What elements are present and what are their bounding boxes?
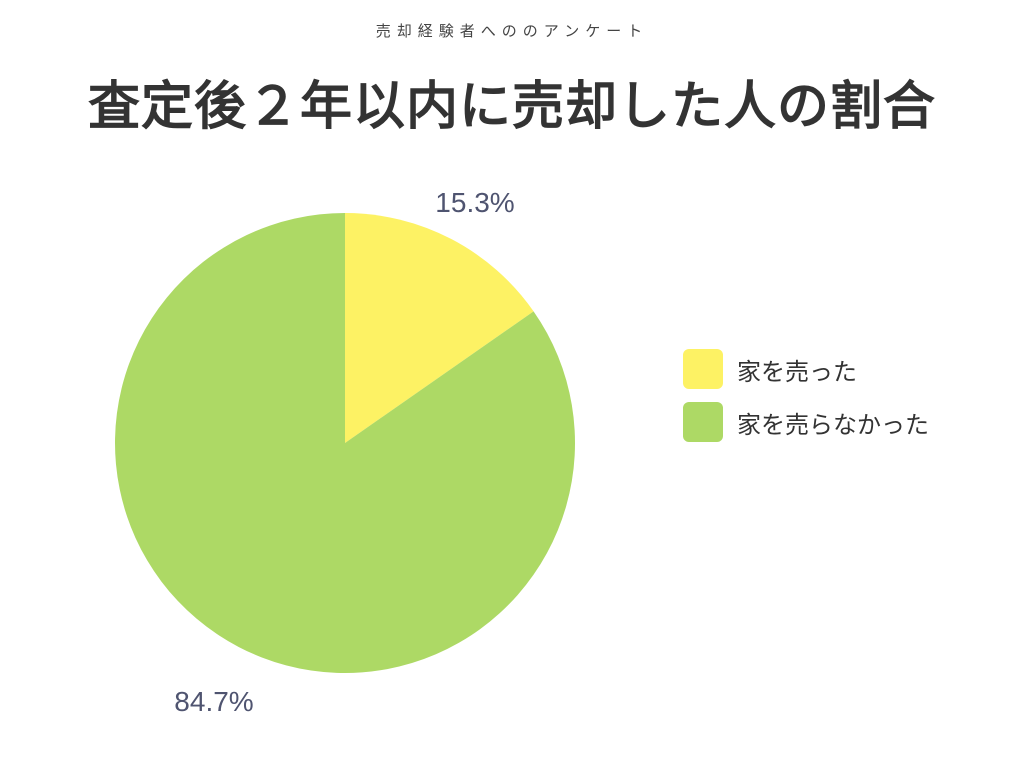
legend-item-sold: 家を売った (683, 349, 929, 389)
legend-swatch-not-sold (683, 402, 723, 442)
legend: 家を売った 家を売らなかった (683, 349, 929, 455)
pie-label-sold: 15.3% (435, 187, 514, 218)
pie-slice-sold (345, 213, 534, 443)
chart-subtitle: 売却経験者へののアンケート (375, 22, 649, 40)
legend-label-sold: 家を売った (737, 357, 857, 386)
legend-swatch-sold (683, 349, 723, 389)
pie-slice-not-sold (114, 213, 575, 674)
pie-label-not-sold: 84.7% (174, 686, 253, 717)
chart-title: 査定後２年以内に売却した人の割合 (87, 77, 936, 137)
legend-item-not-sold: 家を売らなかった (683, 402, 929, 442)
legend-label-not-sold: 家を売らなかった (737, 410, 929, 439)
